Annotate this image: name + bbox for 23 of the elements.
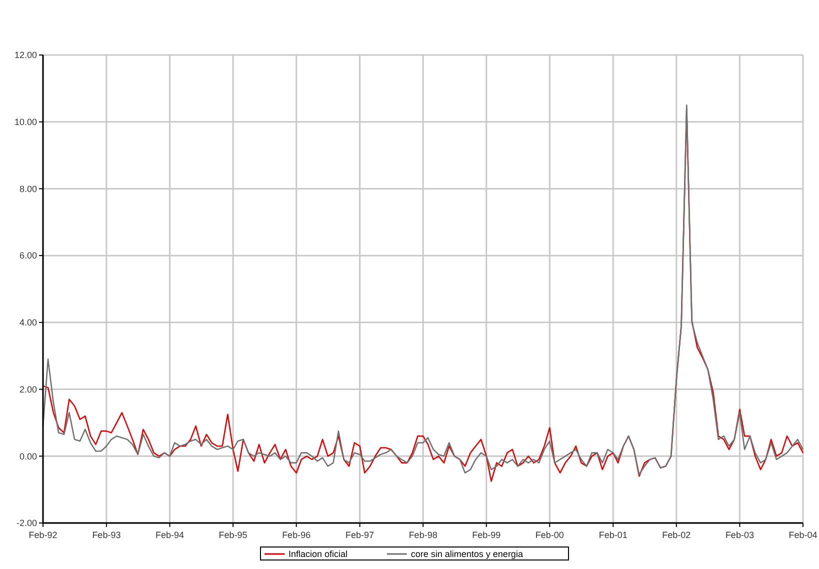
x-tick-label: Feb-95 xyxy=(218,530,248,540)
legend-label: core sin alimentos y energia xyxy=(410,549,523,560)
x-tick-label: Feb-93 xyxy=(92,530,121,540)
legend-label: Inflacion oficial xyxy=(288,549,348,560)
x-tick-label: Feb-00 xyxy=(535,530,564,540)
y-tick-label: 12.00 xyxy=(14,50,37,60)
x-tick-label: Feb-04 xyxy=(788,530,818,540)
y-tick-label: 2.00 xyxy=(19,384,37,394)
x-tick-label: Feb-92 xyxy=(28,530,58,540)
x-tick-label: Feb-01 xyxy=(598,530,628,540)
x-tick-label: Feb-98 xyxy=(408,530,438,540)
y-tick-label: 0.00 xyxy=(19,451,37,462)
x-tick-label: Feb-94 xyxy=(155,530,184,540)
x-tick-label: Feb-99 xyxy=(472,530,501,540)
x-tick-label: Feb-02 xyxy=(662,530,691,540)
x-tick-label: Feb-03 xyxy=(725,530,754,540)
x-tick-label: Feb-97 xyxy=(346,530,374,540)
y-tick-label: 10.00 xyxy=(14,117,37,128)
y-tick-label: -2.00 xyxy=(16,518,37,528)
y-tick-label: 4.00 xyxy=(19,318,37,328)
y-tick-label: 8.00 xyxy=(19,184,37,194)
y-tick-label: 6.00 xyxy=(19,250,37,261)
x-tick-label: Feb-96 xyxy=(282,530,311,540)
